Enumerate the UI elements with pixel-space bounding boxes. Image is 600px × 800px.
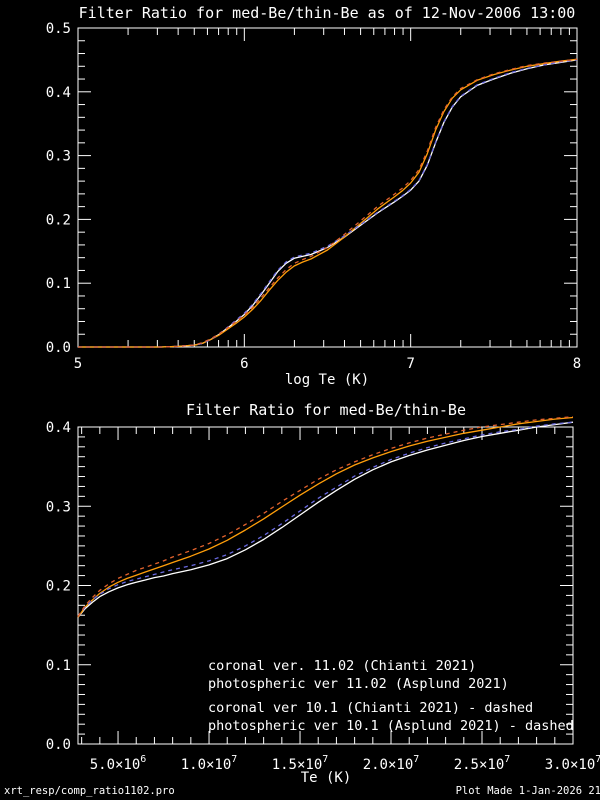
top-chart-x-axis-label: log Te (K) bbox=[285, 372, 369, 388]
x-tick-exponent: 6 bbox=[140, 754, 146, 765]
y-tick-label: 0.4 bbox=[46, 85, 71, 101]
x-tick-label: 2.0×107 bbox=[363, 754, 420, 773]
x-tick-exponent: 7 bbox=[504, 754, 510, 765]
curve-photospheric-ver-11-02-asplund-2021 bbox=[78, 58, 578, 348]
curve-coronal-ver-10-1-chianti-2021-dashed bbox=[77, 421, 574, 617]
x-tick-exponent: 7 bbox=[231, 754, 237, 765]
x-tick-label: 2.5×107 bbox=[454, 754, 511, 773]
bottom-chart-title: Filter Ratio for med-Be/thin-Be bbox=[186, 401, 466, 419]
bottom-chart-x-axis-label: Te (K) bbox=[301, 770, 352, 786]
x-tick-exponent: 7 bbox=[413, 754, 419, 765]
legend-item-coronal-1102: coronal ver. 11.02 (Chianti 2021) bbox=[208, 658, 476, 674]
x-tick-exponent: 7 bbox=[322, 754, 328, 765]
axis-frame bbox=[77, 426, 574, 745]
curve-coronal-ver-11-02-chianti-2021 bbox=[77, 421, 574, 618]
legend-item-coronal-101: coronal ver 10.1 (Chianti 2021) - dashed bbox=[208, 700, 533, 716]
y-tick-label: 0.1 bbox=[46, 658, 71, 674]
footer-script-path: xrt_resp/comp_ratio1102.pro bbox=[4, 785, 175, 797]
x-tick-label: 5.0×106 bbox=[90, 754, 147, 773]
legend-item-photospheric-1102: photospheric ver 11.02 (Asplund 2021) bbox=[208, 676, 509, 692]
y-tick-label: 0.0 bbox=[46, 737, 71, 753]
curve-photospheric-ver-10-1-asplund-2021-dashed bbox=[78, 58, 578, 348]
x-tick-label: 3.0×107 bbox=[545, 754, 600, 773]
y-tick-label: 0.1 bbox=[46, 276, 71, 292]
x-tick-label: 7 bbox=[406, 356, 414, 372]
x-tick-label: 8 bbox=[573, 356, 581, 372]
x-tick-label: 1.0×107 bbox=[181, 754, 238, 773]
y-tick-label: 0.3 bbox=[46, 149, 71, 165]
curve-photospheric-ver-10-1-asplund-2021-dashed bbox=[77, 416, 574, 617]
top-chart-title: Filter Ratio for med-Be/thin-Be as of 12… bbox=[79, 4, 576, 22]
y-tick-label: 0.2 bbox=[46, 212, 71, 228]
y-tick-label: 0.3 bbox=[46, 499, 71, 515]
top-chart: 5 6 7 8 0.0 0.1 0.2 0.3 0.4 0.5 bbox=[46, 21, 582, 372]
y-tick-label: 0.5 bbox=[46, 21, 71, 37]
curve-coronal-ver-11-02-chianti-2021 bbox=[78, 59, 578, 348]
x-tick-label: 5 bbox=[74, 356, 82, 372]
y-tick-label: 0.0 bbox=[46, 340, 71, 356]
bottom-chart: 5.0×106 1.0×107 1.5×107 2.0×107 2.5×107 3.0×1… bbox=[46, 416, 600, 773]
footer-plot-made-timestamp: Plot Made 1-Jan-2026 21 bbox=[456, 785, 600, 797]
x-tick-label: 1.5×107 bbox=[272, 754, 329, 773]
x-tick-label: 6 bbox=[240, 356, 248, 372]
x-tick-exponent: 7 bbox=[595, 754, 600, 765]
curve-coronal-ver-10-1-chianti-2021-dashed bbox=[78, 59, 578, 348]
legend-item-photospheric-101: photospheric ver 10.1 (Asplund 2021) - d… bbox=[208, 718, 574, 734]
curve-photospheric-ver-11-02-asplund-2021 bbox=[77, 416, 574, 618]
y-tick-label: 0.4 bbox=[46, 420, 71, 436]
legend: coronal ver. 11.02 (Chianti 2021) photos… bbox=[208, 658, 574, 734]
y-tick-label: 0.2 bbox=[46, 579, 71, 595]
axis-frame bbox=[77, 27, 578, 348]
